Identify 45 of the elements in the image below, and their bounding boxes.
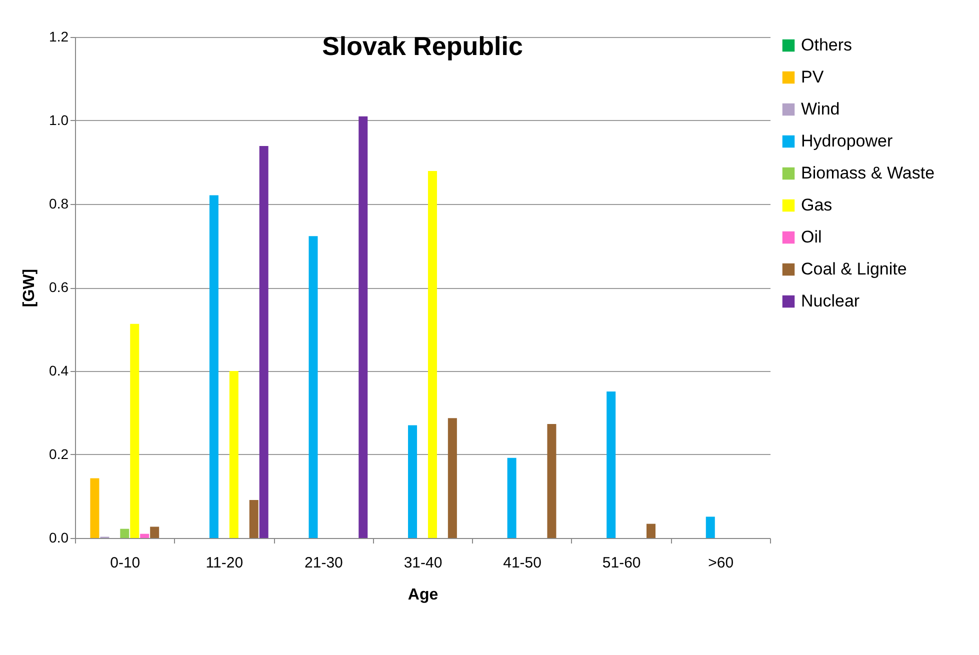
- legend-label: PV: [801, 68, 824, 86]
- bar: [140, 534, 150, 538]
- bar: [90, 478, 100, 538]
- y-tick-label: 1.2: [49, 28, 69, 44]
- bar: [646, 524, 656, 538]
- bar: [229, 371, 238, 538]
- x-axis-title: Age: [408, 586, 438, 604]
- x-tick-label: 31-40: [404, 554, 442, 572]
- y-tick-label: 0.6: [49, 279, 69, 295]
- bar: [358, 116, 368, 538]
- legend-label: Wind: [801, 100, 840, 118]
- y-tick-label: 0.0: [49, 530, 69, 546]
- bar: [547, 424, 556, 538]
- legend-label: Others: [801, 36, 852, 54]
- bar: [150, 526, 160, 538]
- bar: [706, 516, 715, 538]
- bar: [259, 146, 268, 538]
- x-tick-label: 11-20: [206, 554, 244, 572]
- y-tick-label: 0.8: [49, 196, 69, 212]
- legend-label: Biomass & Waste: [801, 164, 935, 182]
- legend-label: Gas: [801, 196, 832, 214]
- chart-title: Slovak Republic: [322, 31, 523, 61]
- y-tick-label: 1.0: [49, 112, 69, 128]
- y-tick-label: 0.2: [49, 446, 69, 462]
- bar: [209, 195, 218, 538]
- bar: [448, 418, 457, 538]
- legend-label: Coal & Lignite: [801, 260, 907, 278]
- bar: [408, 425, 418, 538]
- bar: [507, 458, 516, 538]
- x-tick-label: 0-10: [110, 554, 140, 572]
- bar: [249, 500, 258, 538]
- bar: [308, 236, 318, 538]
- x-tick-label: 41-50: [503, 554, 542, 572]
- y-axis-title: [GW]: [21, 268, 38, 308]
- x-tick-label: >60: [708, 554, 734, 572]
- bar: [606, 391, 616, 538]
- legend-label: Oil: [801, 228, 822, 246]
- y-tick-label: 0.4: [49, 362, 69, 378]
- legend-label: Hydropower: [801, 132, 893, 150]
- x-tick-label: 51-60: [602, 554, 641, 572]
- legend-label: Nuclear: [801, 292, 860, 310]
- bar: [130, 324, 140, 538]
- bar: [120, 528, 130, 538]
- bar: [428, 171, 437, 538]
- x-tick-label: 21-30: [304, 554, 343, 572]
